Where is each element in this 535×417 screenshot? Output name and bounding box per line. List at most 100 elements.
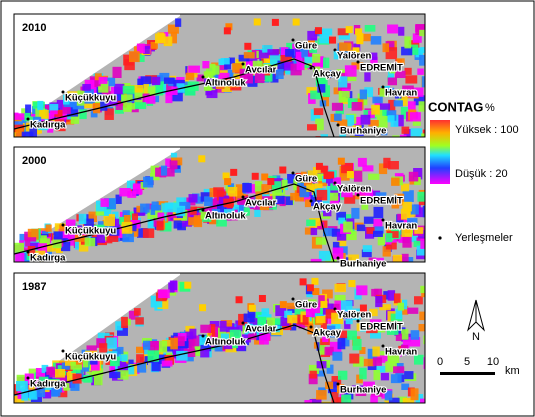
raster-cell xyxy=(254,181,263,193)
raster-cell xyxy=(379,106,390,116)
raster-cell xyxy=(387,71,394,80)
raster-cell xyxy=(91,368,104,376)
raster-cell xyxy=(271,18,279,26)
raster-cell xyxy=(213,187,224,197)
raster-cell xyxy=(115,321,123,331)
raster-cell xyxy=(401,305,409,315)
raster-cell xyxy=(320,165,328,173)
raster-cell xyxy=(91,361,100,371)
raster-cell xyxy=(129,226,139,237)
raster-cell xyxy=(417,68,424,75)
raster-cell xyxy=(379,88,389,97)
raster-cell xyxy=(61,241,71,252)
raster-cell xyxy=(322,303,334,315)
raster-cell xyxy=(217,203,227,213)
raster-cell xyxy=(401,329,409,340)
raster-cell xyxy=(179,345,188,352)
raster-cell xyxy=(275,305,287,317)
settlement xyxy=(333,48,337,52)
raster-cell xyxy=(93,102,101,114)
raster-cell xyxy=(118,358,127,367)
raster-cell xyxy=(70,113,80,124)
raster-cell xyxy=(140,203,150,213)
raster-cell xyxy=(379,304,391,311)
raster-cell xyxy=(124,364,135,375)
raster-cell xyxy=(351,207,360,219)
raster-cell xyxy=(39,110,49,119)
raster-cell xyxy=(50,382,58,395)
place-label: Yalören xyxy=(337,310,372,321)
raster-cell xyxy=(395,333,402,342)
raster-cell xyxy=(246,55,258,66)
raster-cell xyxy=(125,359,134,367)
raster-cell xyxy=(277,60,285,72)
raster-cell xyxy=(136,53,145,62)
raster-cell xyxy=(170,337,178,350)
legend-title: CONTAG xyxy=(428,99,483,114)
raster-cell xyxy=(370,330,381,339)
raster-cell xyxy=(123,215,131,223)
raster-cell xyxy=(213,85,225,93)
raster-cell xyxy=(209,214,217,225)
raster-cell xyxy=(412,33,422,43)
raster-cell xyxy=(285,49,295,57)
place-label: Avcılar xyxy=(245,198,277,209)
raster-cell xyxy=(296,61,305,71)
raster-cell xyxy=(356,224,366,232)
raster-cell xyxy=(224,209,235,219)
raster-cell xyxy=(163,36,173,47)
raster-cell xyxy=(33,116,42,125)
raster-cell xyxy=(15,252,25,262)
raster-cell xyxy=(400,134,407,137)
raster-cell xyxy=(390,350,402,357)
raster-cell xyxy=(235,320,248,332)
place-label: Avcılar xyxy=(245,324,277,335)
map-content xyxy=(14,14,425,137)
settlement xyxy=(241,321,245,325)
raster-cell xyxy=(383,291,390,300)
raster-cell xyxy=(232,63,243,73)
panel-border xyxy=(13,146,426,263)
raster-cell xyxy=(150,165,160,175)
raster-cell xyxy=(171,91,183,102)
raster-cell xyxy=(78,241,89,252)
raster-cell xyxy=(371,288,379,297)
raster-cell xyxy=(353,170,363,182)
outside-area xyxy=(14,14,180,127)
raster-cell xyxy=(21,131,34,137)
raster-cell xyxy=(212,65,220,75)
raster-cell xyxy=(355,28,363,36)
raster-cell xyxy=(242,334,251,343)
raster-cell xyxy=(412,118,421,126)
raster-cell xyxy=(323,227,335,237)
raster-cell xyxy=(106,95,118,106)
raster-cell xyxy=(326,364,334,374)
raster-cell xyxy=(122,85,135,94)
raster-cell xyxy=(100,198,109,207)
raster-cell xyxy=(394,193,405,206)
raster-cell xyxy=(144,95,156,104)
raster-cell xyxy=(336,397,344,403)
place-label: Havran xyxy=(385,88,417,99)
raster-cell xyxy=(147,218,156,229)
raster-cell xyxy=(216,214,227,227)
raster-cell xyxy=(304,56,313,64)
raster-cell xyxy=(134,308,141,316)
raster-cell xyxy=(184,281,192,289)
settlement xyxy=(356,193,360,197)
raster-cell xyxy=(151,76,161,86)
raster-cell xyxy=(376,366,386,373)
raster-cell xyxy=(394,293,401,304)
raster-cell xyxy=(302,61,310,68)
raster-cell xyxy=(223,27,231,35)
raster-cell xyxy=(382,246,391,257)
raster-cell xyxy=(387,290,396,301)
raster-cell xyxy=(94,376,103,386)
raster-cell xyxy=(338,217,346,225)
place-label: Altınoluk xyxy=(205,78,246,89)
raster-cell xyxy=(391,177,400,186)
raster-cell xyxy=(84,218,94,228)
settlement xyxy=(356,60,360,64)
settlement xyxy=(26,376,30,380)
raster-cell xyxy=(287,174,296,184)
